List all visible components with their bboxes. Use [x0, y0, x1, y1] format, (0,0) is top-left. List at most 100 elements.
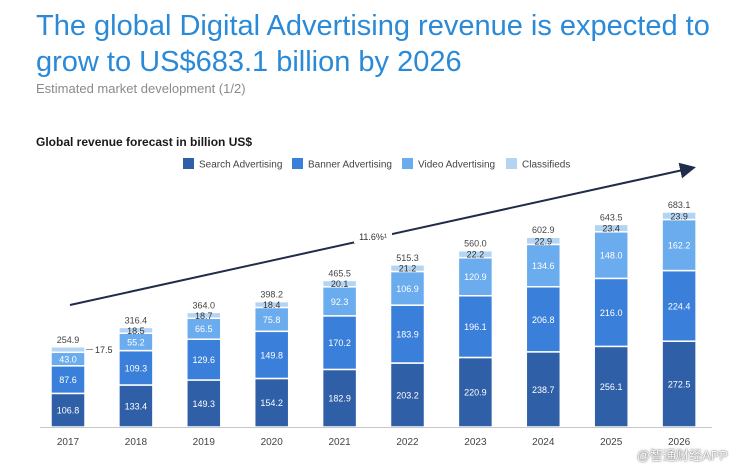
total-label-2020: 398.2: [260, 290, 283, 300]
segment-label-banner-advertising-2025: 216.0: [600, 308, 623, 318]
segment-label-video-advertising-2022: 106.9: [396, 284, 419, 294]
subtitle: Estimated market development (1/2): [36, 81, 246, 96]
legend-label-classifieds: Classifieds: [522, 160, 570, 171]
bar-classifieds-2017: [50, 346, 86, 354]
segment-label-video-advertising-2021: 92.3: [331, 297, 349, 307]
bar-classifieds-2020: [253, 300, 290, 309]
segment-label-search-advertising-2022: 203.2: [396, 391, 419, 401]
total-label-2024: 602.9: [532, 225, 555, 235]
x-tick-label-2021: 2021: [328, 437, 351, 448]
x-tick-label-2026: 2026: [668, 437, 691, 448]
total-label-2017: 254.9: [57, 335, 80, 345]
segment-label-classifieds-2018: 18.5: [127, 326, 145, 336]
segment-label-banner-advertising-2026: 224.4: [668, 301, 691, 311]
segment-label-banner-advertising-2019: 129.6: [193, 355, 216, 365]
legend-label-video-advertising: Video Advertising: [418, 160, 495, 171]
segment-label-search-advertising-2020: 154.2: [260, 398, 283, 408]
watermark: @智通财经APP: [636, 448, 728, 463]
chart-title: Global revenue forecast in billion US$: [36, 135, 253, 149]
bar-classifieds-2025: [593, 223, 629, 233]
segment-label-search-advertising-2018: 133.4: [125, 402, 148, 412]
segment-label-banner-advertising-2022: 183.9: [396, 330, 419, 340]
bar-search-advertising-2022: [389, 362, 426, 428]
bar-classifieds-2019: [186, 311, 222, 320]
segment-label-classifieds-2024: 22.9: [535, 236, 553, 246]
bar-search-advertising-2026: [661, 340, 697, 428]
segment-label-banner-advertising-2017: 87.6: [59, 375, 77, 385]
bar-classifieds-2018: [118, 326, 154, 334]
segment-label-video-advertising-2026: 162.2: [668, 241, 691, 251]
segment-label-classifieds-2017: 17.5: [95, 345, 113, 355]
bar-classifieds-2021: [321, 279, 358, 288]
segment-label-video-advertising-2018: 55.2: [127, 337, 145, 347]
x-tick-label-2018: 2018: [125, 437, 148, 448]
segment-label-banner-advertising-2018: 109.3: [125, 363, 148, 373]
bar-search-advertising-2019: [186, 379, 222, 428]
bar-classifieds-2022: [389, 264, 426, 273]
bar-video-advertising-2022: [389, 270, 426, 306]
x-tick-label-2019: 2019: [193, 437, 216, 448]
segment-label-search-advertising-2026: 272.5: [668, 380, 691, 390]
bar-search-advertising-2025: [593, 345, 629, 428]
total-label-2018: 316.4: [125, 315, 148, 325]
segment-label-classifieds-2022: 21.2: [399, 264, 417, 274]
x-tick-label-2022: 2022: [396, 437, 419, 448]
bar-banner-advertising-2022: [389, 304, 426, 364]
segment-label-video-advertising-2019: 66.5: [195, 324, 213, 334]
segment-label-search-advertising-2019: 149.3: [193, 399, 216, 409]
bar-search-advertising-2020: [253, 377, 290, 428]
legend-swatch-classifieds: [506, 158, 517, 169]
total-label-2019: 364.0: [193, 300, 216, 310]
segment-label-search-advertising-2025: 256.1: [600, 382, 623, 392]
segment-label-video-advertising-2024: 134.6: [532, 261, 555, 271]
bar-search-advertising-2024: [525, 351, 562, 428]
trend-label-cagr: 11.6%¹: [359, 232, 387, 242]
segment-label-search-advertising-2023: 220.9: [464, 388, 487, 398]
segment-label-video-advertising-2023: 120.9: [464, 272, 487, 282]
bar-video-advertising-2025: [593, 231, 629, 280]
segment-label-banner-advertising-2023: 196.1: [464, 322, 487, 332]
segment-label-video-advertising-2017: 43.0: [59, 355, 77, 365]
segment-label-classifieds-2025: 23.4: [602, 224, 620, 234]
segment-label-classifieds-2019: 18.7: [195, 311, 213, 321]
segment-label-classifieds-2026: 23.9: [670, 211, 688, 221]
segment-label-banner-advertising-2020: 149.8: [260, 350, 283, 360]
x-tick-label-2023: 2023: [464, 437, 487, 448]
segment-label-banner-advertising-2024: 206.8: [532, 315, 555, 325]
legend-swatch-video-advertising: [402, 158, 413, 169]
total-label-2023: 560.0: [464, 239, 487, 249]
segment-label-classifieds-2020: 18.4: [263, 300, 281, 310]
bar-banner-advertising-2024: [525, 286, 562, 353]
total-label-2026: 683.1: [668, 200, 691, 210]
bar-banner-advertising-2023: [457, 294, 494, 359]
total-label-2022: 515.3: [396, 253, 419, 263]
x-tick-label-2025: 2025: [600, 437, 623, 448]
bar-video-advertising-2023: [457, 256, 494, 297]
segment-label-classifieds-2021: 20.1: [331, 279, 349, 289]
bar-classifieds-2026: [661, 211, 697, 221]
x-tick-label-2024: 2024: [532, 437, 555, 448]
trend-label-background: [354, 229, 392, 243]
segment-label-video-advertising-2025: 148.0: [600, 251, 623, 261]
total-label-2025: 643.5: [600, 212, 623, 222]
legend-swatch-search-advertising: [183, 158, 194, 169]
segment-label-search-advertising-2017: 106.8: [57, 406, 80, 416]
headline: The global Digital Advertising revenue i…: [36, 10, 710, 78]
bar-banner-advertising-2020: [253, 330, 290, 380]
bar-banner-advertising-2019: [186, 338, 222, 381]
segment-label-search-advertising-2024: 238.7: [532, 385, 555, 395]
legend-label-search-advertising: Search Advertising: [199, 160, 282, 171]
total-label-2021: 465.5: [328, 268, 351, 278]
segment-label-search-advertising-2021: 182.9: [328, 394, 351, 404]
bar-banner-advertising-2025: [593, 277, 629, 348]
bar-classifieds-2023: [457, 249, 494, 259]
x-tick-label-2017: 2017: [57, 437, 80, 448]
x-tick-label-2020: 2020: [261, 437, 284, 448]
segment-label-classifieds-2023: 22.2: [467, 250, 485, 260]
segment-label-banner-advertising-2021: 170.2: [328, 338, 351, 348]
bar-search-advertising-2021: [321, 368, 358, 428]
legend-label-banner-advertising: Banner Advertising: [308, 160, 392, 171]
bar-classifieds-2024: [525, 236, 562, 246]
